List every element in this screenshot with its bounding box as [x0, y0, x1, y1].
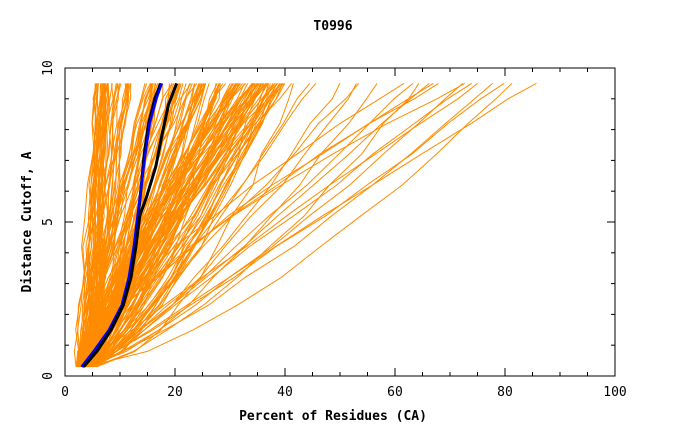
- highlight-curve-blue: [80, 82, 163, 368]
- model-curve: [85, 83, 127, 367]
- y-tick-label: 5: [41, 218, 56, 226]
- model-curve: [85, 83, 513, 368]
- model-curve: [82, 83, 192, 367]
- model-curve: [94, 83, 420, 368]
- model-curve: [96, 83, 162, 368]
- y-tick-label: 10: [41, 60, 56, 76]
- x-tick-label: 40: [277, 385, 293, 400]
- model-curve: [83, 83, 106, 367]
- x-tick-label: 60: [387, 385, 403, 400]
- model-curve: [77, 83, 130, 367]
- model-curve: [91, 83, 100, 367]
- model-curve: [83, 83, 493, 368]
- y-tick-label: 0: [41, 372, 56, 380]
- model-curves: [73, 82, 537, 368]
- x-axis-label: Percent of Residues (CA): [239, 409, 427, 424]
- chart-title: T0996: [313, 19, 352, 34]
- y-axis-ticks: 0 5 10: [41, 60, 615, 380]
- model-curve: [86, 83, 236, 368]
- model-curve: [89, 83, 146, 367]
- model-curve: [85, 83, 205, 368]
- model-curve: [83, 83, 284, 368]
- model-curve: [92, 83, 317, 368]
- x-axis-ticks: 0 20 40 60 80 100: [61, 68, 627, 400]
- x-tick-label: 20: [167, 385, 183, 400]
- model-curve: [94, 83, 107, 367]
- highlight-curve-black-2: [82, 82, 179, 368]
- y-axis-label: Distance Cutoff, A: [20, 151, 35, 292]
- model-curve: [81, 82, 505, 368]
- model-curve: [81, 83, 271, 368]
- x-tick-label: 80: [497, 385, 513, 400]
- x-tick-label: 100: [603, 385, 626, 400]
- model-curve: [82, 83, 221, 368]
- model-curve: [88, 83, 464, 368]
- model-curve: [96, 83, 294, 368]
- highlight-curves: [80, 82, 179, 368]
- model-curve: [92, 83, 414, 368]
- model-curve: [90, 83, 122, 367]
- model-curve: [81, 83, 357, 368]
- model-curve: [95, 82, 472, 368]
- x-tick-label: 0: [61, 385, 69, 400]
- model-curve: [94, 83, 240, 368]
- model-curve: [84, 83, 105, 367]
- model-curve: [96, 83, 274, 368]
- model-curve: [95, 82, 537, 368]
- model-curve: [83, 83, 282, 368]
